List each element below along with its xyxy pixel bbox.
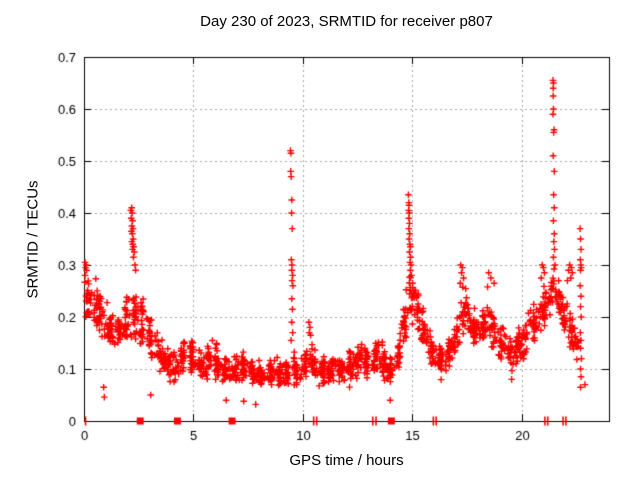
chart-title: Day 230 of 2023, SRMTID for receiver p80… (200, 13, 493, 30)
y-axis-label: SRMTID / TECUs (24, 180, 42, 299)
x-axis-label: GPS time / hours (289, 452, 404, 469)
